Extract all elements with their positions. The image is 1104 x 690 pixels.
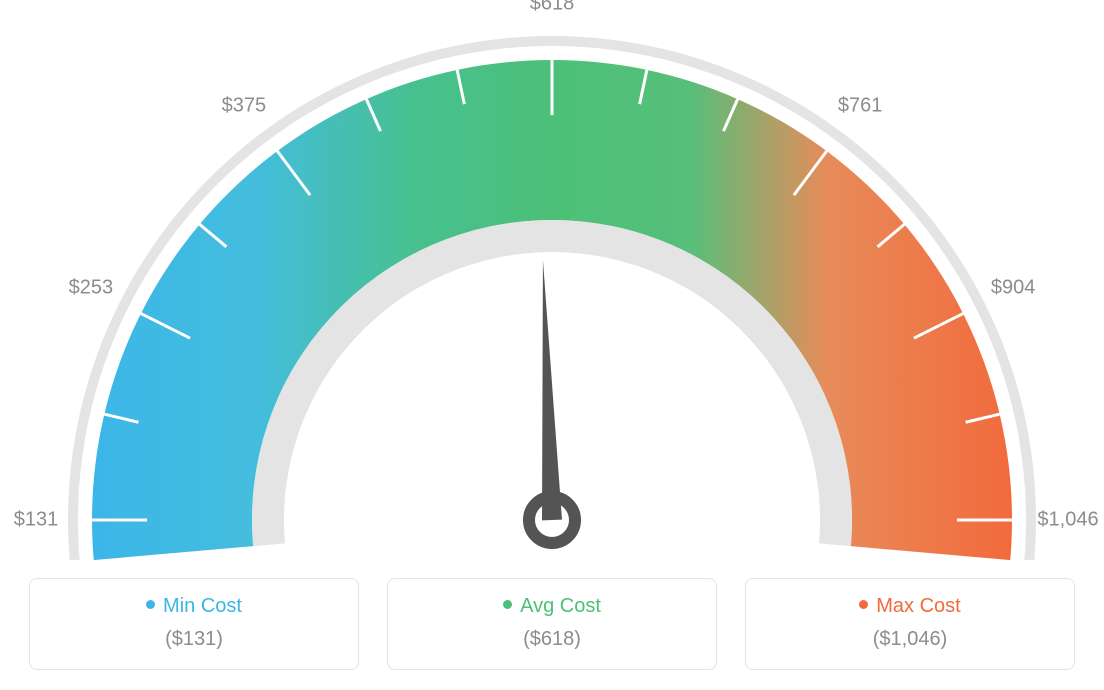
gauge-tick-label: $618 — [530, 0, 575, 16]
gauge-chart: $131 $253 $375 $618 $761 $904 $1,046 — [0, 0, 1104, 560]
legend-dot-max — [859, 600, 868, 609]
legend-title-avg: Avg Cost — [388, 595, 716, 618]
gauge-tick-label: $904 — [991, 277, 1036, 300]
legend-title-max: Max Cost — [746, 595, 1074, 618]
gauge-tick-label: $375 — [222, 95, 267, 118]
gauge-tick-label: $1,046 — [1037, 509, 1098, 532]
gauge-svg — [0, 0, 1104, 560]
legend-label-avg: Avg Cost — [520, 595, 601, 617]
legend-card-avg: Avg Cost ($618) — [387, 578, 717, 670]
legend-value-avg: ($618) — [388, 628, 716, 651]
legend-card-min: Min Cost ($131) — [29, 578, 359, 670]
gauge-tick-label: $253 — [69, 277, 114, 300]
legend-dot-avg — [503, 600, 512, 609]
legend-title-min: Min Cost — [30, 595, 358, 618]
legend-dot-min — [146, 600, 155, 609]
legend-card-max: Max Cost ($1,046) — [745, 578, 1075, 670]
legend-value-min: ($131) — [30, 628, 358, 651]
gauge-tick-label: $761 — [838, 95, 883, 118]
gauge-tick-label: $131 — [14, 509, 59, 532]
legend-row: Min Cost ($131) Avg Cost ($618) Max Cost… — [0, 578, 1104, 670]
legend-label-min: Min Cost — [163, 595, 242, 617]
legend-label-max: Max Cost — [876, 595, 960, 617]
legend-value-max: ($1,046) — [746, 628, 1074, 651]
